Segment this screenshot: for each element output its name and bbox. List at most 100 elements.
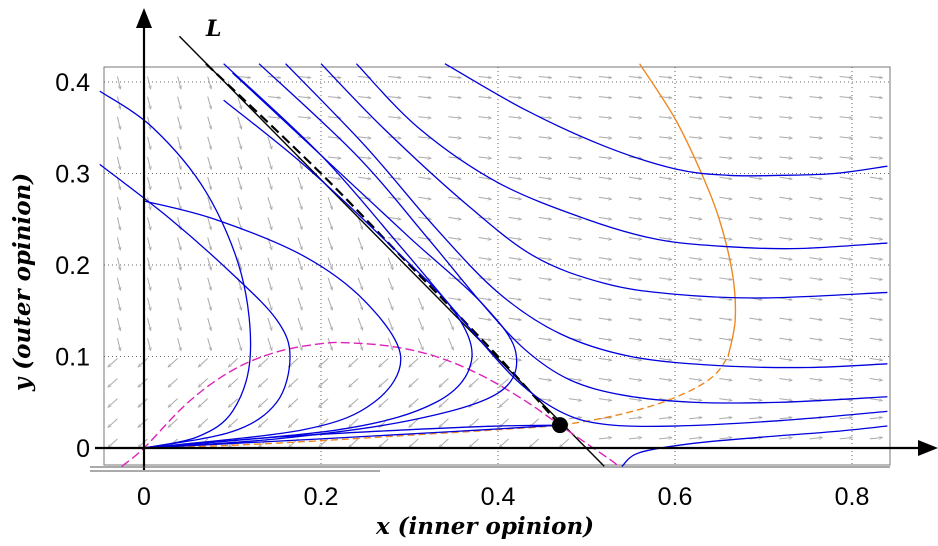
vector-field-arrow — [809, 157, 823, 158]
vector-field-arrow — [237, 217, 242, 229]
vector-field-arrow — [749, 357, 762, 360]
vector-field-arrow — [809, 77, 823, 78]
vector-field-arrow — [207, 96, 212, 109]
vector-field-arrow — [659, 137, 672, 138]
vector-field-arrow — [116, 177, 120, 190]
vector-field-arrow — [237, 177, 242, 189]
vector-field-arrow — [388, 237, 401, 240]
vector-field-arrow — [749, 257, 762, 260]
vector-field-arrow — [598, 377, 612, 380]
vector-field-arrow — [409, 438, 419, 448]
vector-field-arrow — [508, 237, 522, 240]
x-tick-label: 0.2 — [304, 483, 339, 511]
vector-field-arrow — [658, 237, 672, 240]
vector-field-arrow — [478, 157, 492, 158]
vector-field-arrow — [478, 277, 492, 280]
vector-field-arrow — [689, 97, 702, 98]
vector-field-arrow — [869, 97, 883, 98]
vector-field-arrow — [198, 418, 209, 428]
vector-field-arrow — [447, 338, 454, 350]
vector-field-arrow — [168, 418, 178, 428]
vector-field-arrow — [568, 97, 582, 98]
vector-field-arrow — [719, 317, 732, 320]
vector-field-arrow — [108, 438, 118, 448]
vector-field-arrow — [568, 357, 582, 360]
vector-field-arrow — [349, 418, 359, 428]
vector-field-arrow — [538, 237, 552, 240]
vector-field-arrow — [749, 377, 762, 380]
series-trajectory-6 — [355, 63, 888, 250]
vector-field-arrow — [508, 196, 522, 199]
vector-field-arrow — [237, 156, 242, 169]
vector-field-arrow — [297, 317, 302, 330]
vector-field-arrow — [297, 137, 311, 138]
vector-field-arrow — [689, 377, 702, 380]
vector-field-arrow — [267, 197, 272, 209]
vector-field-arrow — [839, 337, 853, 340]
vector-field-arrow — [478, 257, 492, 260]
vector-field-arrow — [228, 418, 239, 428]
vector-field-arrow — [448, 237, 461, 240]
vector-field-arrow — [288, 378, 299, 387]
vector-field-arrow — [418, 157, 431, 158]
vector-field-arrow — [147, 297, 151, 311]
vector-field-arrow — [809, 297, 823, 300]
vector-field-arrow — [598, 196, 612, 199]
vector-field-arrow — [869, 317, 883, 320]
vector-field-arrow — [297, 277, 302, 290]
vector-field-arrow — [357, 317, 363, 330]
vector-field-arrow — [297, 217, 302, 229]
vector-field-arrow — [469, 438, 479, 448]
vector-field-arrow — [779, 137, 792, 138]
series-orange-nullcline-4 — [639, 63, 737, 357]
vector-field-arrow — [869, 277, 883, 280]
vector-field-arrow — [568, 157, 582, 158]
vector-field-arrow — [147, 177, 151, 190]
x-tick-label: 0.6 — [658, 483, 693, 511]
vector-field-arrow — [839, 196, 853, 199]
vector-field-arrow — [258, 378, 269, 387]
vector-field-arrow — [628, 297, 642, 300]
vector-field-arrow — [598, 398, 612, 401]
vector-field-arrow — [469, 418, 479, 428]
vector-field-arrow — [719, 438, 732, 439]
vector-field-arrow — [538, 176, 552, 179]
vector-field-arrow — [689, 337, 702, 340]
vector-field-arrow — [267, 338, 272, 350]
vector-field-arrow — [508, 97, 522, 98]
vector-field-arrow — [869, 196, 883, 199]
vector-field-arrow — [719, 137, 732, 138]
vector-field-arrow — [388, 157, 401, 158]
vector-field-arrow — [207, 156, 212, 169]
vector-field-arrow — [658, 317, 672, 320]
vector-field-arrow — [138, 398, 148, 408]
vector-field-arrow — [659, 417, 672, 418]
vector-field-arrow — [267, 297, 272, 310]
vector-field-arrow — [658, 216, 672, 219]
vector-field-arrow — [448, 297, 461, 300]
series-trajectory-17 — [143, 424, 560, 449]
vector-field-arrow — [749, 157, 762, 158]
vector-field-arrow — [418, 77, 431, 78]
vector-field-arrow — [779, 117, 792, 118]
vector-field-arrow — [869, 398, 883, 401]
y-tick-label: 0.4 — [55, 69, 90, 97]
vector-field-arrow — [659, 438, 672, 439]
vector-field-arrow — [658, 377, 672, 380]
vector-field-arrow — [869, 77, 883, 78]
vector-field-arrow — [387, 297, 393, 310]
vector-field-arrow — [388, 216, 401, 219]
vector-field-arrow — [538, 257, 552, 260]
vector-field-arrow — [448, 117, 461, 118]
vector-field-arrow — [147, 277, 151, 291]
vector-field-arrow — [628, 277, 642, 280]
vector-field-arrow — [839, 377, 853, 380]
grid — [104, 67, 890, 465]
vector-field-arrow — [147, 156, 151, 170]
vector-field-arrow — [779, 176, 792, 179]
vector-field-arrow — [839, 277, 853, 280]
vector-field-arrow — [779, 216, 792, 219]
vector-field-arrow — [809, 216, 823, 219]
vector-field-arrow — [357, 257, 363, 270]
vector-field-arrow — [689, 257, 702, 260]
